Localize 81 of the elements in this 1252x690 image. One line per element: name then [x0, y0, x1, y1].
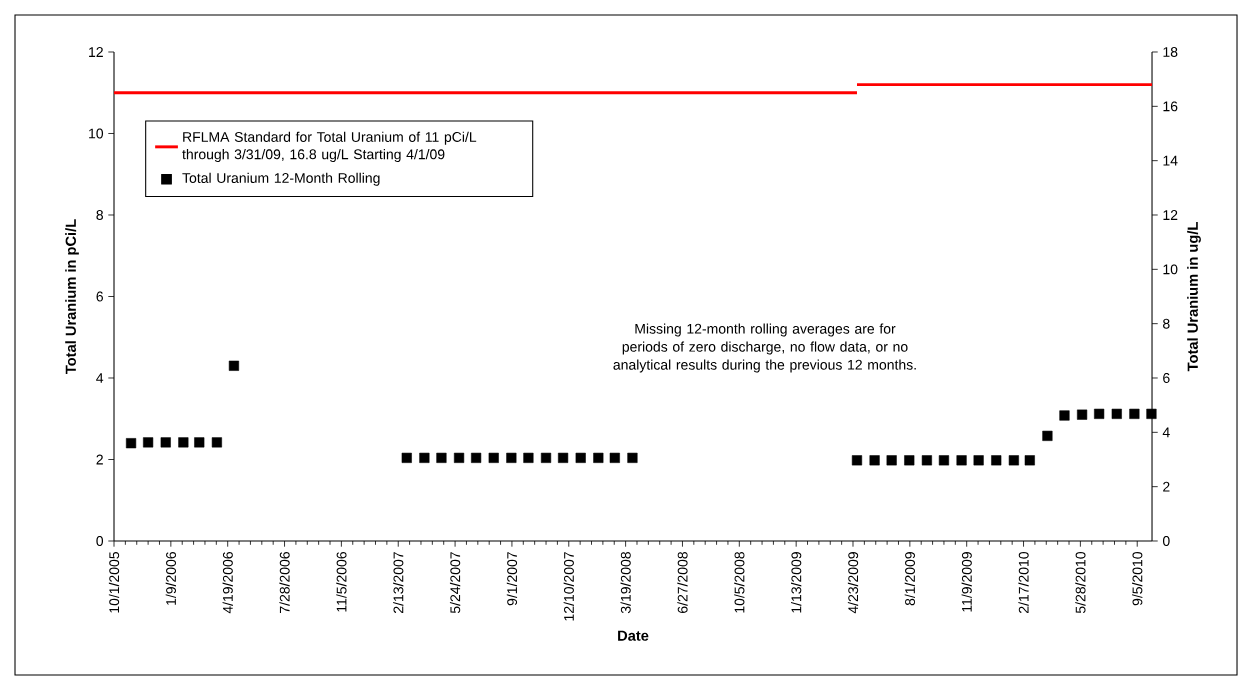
point [1042, 430, 1053, 441]
legend-label: RFLMA Standard for Total Uranium of 11 pCi/L through 3/31/09, 16.8 ug/L Starting 4/1/09 [182, 131, 477, 163]
y2-tick-label: 16 [1163, 101, 1178, 112]
point [956, 455, 967, 466]
point [1129, 408, 1140, 419]
x-tick-label: 10/5/2008 [734, 552, 745, 613]
point [991, 455, 1002, 466]
x-tick-label: 1/13/2009 [791, 552, 802, 613]
point [211, 437, 222, 448]
y2-tick-label: 8 [1163, 318, 1170, 329]
x-tick-label: 12/10/2007 [563, 552, 574, 621]
point [1111, 408, 1122, 419]
point [921, 455, 932, 466]
point [436, 452, 447, 463]
point [851, 455, 863, 466]
point [1008, 455, 1019, 466]
x-tick-label: 7/28/2006 [279, 552, 290, 613]
point [1094, 408, 1105, 419]
point [1024, 455, 1035, 466]
y-tick-label: 12 [89, 47, 103, 57]
point [904, 455, 915, 466]
y-tick-label: 4 [96, 373, 104, 383]
point [886, 455, 897, 466]
y2-axis-title: Total Uranium in ug/L [1187, 222, 1201, 372]
x-tick-label: 11/9/2009 [961, 552, 972, 612]
y2-tick-label: 18 [1163, 47, 1178, 57]
x-tick-label: 8/1/2009 [904, 552, 915, 606]
y2-tick-label: 0 [1162, 536, 1170, 546]
point [471, 452, 482, 463]
point [609, 452, 620, 463]
point [523, 452, 534, 463]
point [558, 452, 569, 463]
x-axis-title: Date [618, 630, 649, 641]
point [1059, 410, 1070, 421]
x-tick-label: 10/1/2005 [108, 552, 120, 613]
x-tick-label: 2/13/2007 [393, 552, 404, 613]
x-tick-label: 4/23/2009 [847, 552, 859, 614]
x-tick-label: 9/5/2010 [1132, 551, 1143, 606]
point [143, 437, 154, 448]
x-tick-label: 2/17/2010 [1018, 551, 1029, 613]
x-tick-label: 9/1/2007 [506, 552, 518, 606]
x-tick-label: 11/5/2006 [336, 552, 347, 612]
legend-label: Total Uranium 12-Month Rolling [182, 172, 380, 186]
point [938, 455, 950, 466]
point [125, 438, 137, 449]
x-tick-label: 1/9/2006 [165, 552, 176, 605]
y2-tick-label: 4 [1162, 427, 1170, 438]
point [419, 452, 430, 463]
x-tick-label: 5/24/2007 [449, 552, 461, 614]
y2-tick-label: 14 [1163, 155, 1178, 166]
y-tick-label: 6 [96, 291, 103, 302]
point [973, 455, 984, 466]
y-tick-label: 0 [96, 536, 104, 546]
point [178, 437, 189, 448]
x-tick-label: 4/19/2006 [222, 552, 233, 614]
point [1146, 408, 1157, 419]
y-axis-title: Total Uranium in pCi/L [65, 219, 79, 375]
x-tick-label: 5/28/2010 [1075, 551, 1086, 614]
y2-tick-label: 6 [1163, 373, 1170, 383]
point [593, 452, 604, 463]
point [627, 452, 638, 463]
point [160, 437, 171, 448]
annotation: Missing 12-month rolling averages are for periods of zero discharge, no flow data, or no analytical results during the previous 12 months. [613, 323, 916, 373]
y-tick-label: 2 [96, 454, 103, 465]
point [506, 452, 517, 463]
point [488, 452, 499, 463]
x-tick-label: 3/19/2008 [620, 552, 631, 614]
y-tick-label: 10 [89, 128, 104, 139]
point [401, 452, 412, 463]
y2-tick-label: 2 [1163, 481, 1170, 492]
point [869, 455, 880, 466]
point [228, 360, 240, 371]
point [1077, 409, 1088, 420]
point [194, 437, 205, 448]
point [575, 452, 586, 463]
point [453, 452, 465, 463]
x-tick-label: 6/27/2008 [677, 552, 688, 613]
y-tick-label: 8 [96, 210, 103, 220]
y2-tick-label: 10 [1163, 264, 1178, 275]
y2-tick-label: 12 [1163, 210, 1178, 220]
point [540, 452, 552, 463]
